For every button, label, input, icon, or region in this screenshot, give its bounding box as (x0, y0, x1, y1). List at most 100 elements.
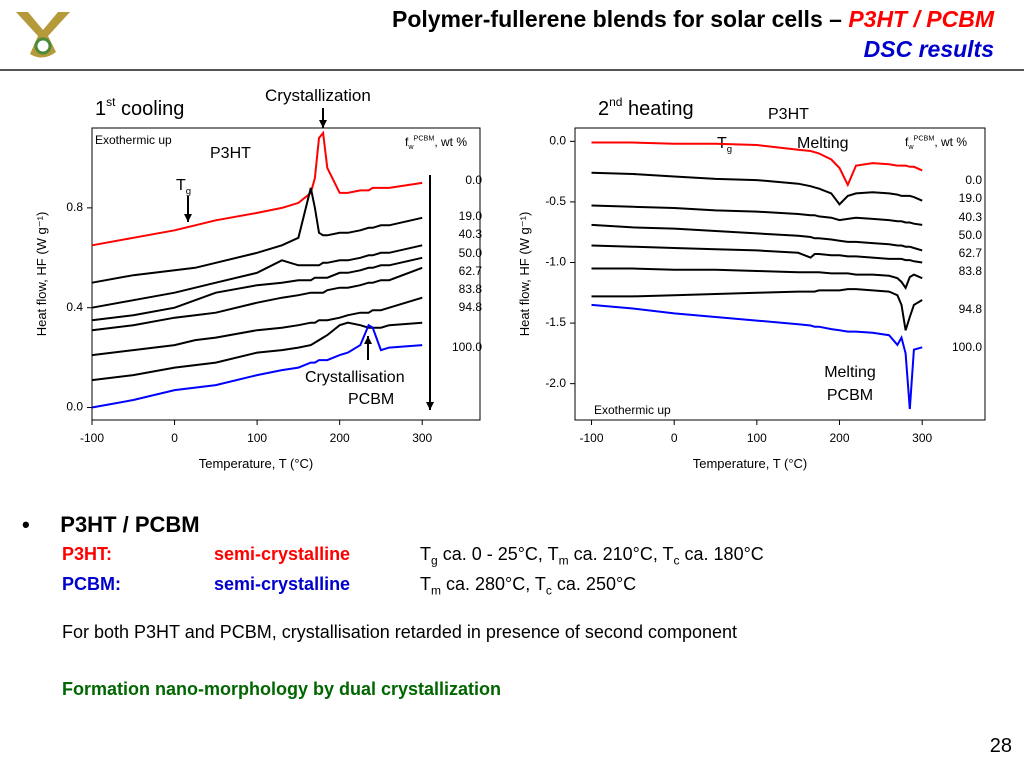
y-tick-label: 0.4 (66, 300, 83, 314)
logo-ring (34, 37, 52, 55)
x-tick-label: 0 (671, 431, 678, 445)
conclusion: Formation nano-morphology by dual crysta… (62, 679, 502, 699)
chart-title: 2nd heating (598, 95, 694, 120)
series-label: 83.8 (959, 264, 983, 278)
x-tick-label: 100 (247, 431, 267, 445)
y-tick-label: 0.0 (549, 133, 566, 147)
row-desc: Tm ca. 280°C, Tc ca. 250°C (420, 574, 636, 598)
x-tick-label: 300 (412, 431, 432, 445)
chart-title-main: 1 (95, 98, 106, 120)
chart-title-main: 2 (598, 98, 609, 120)
annotation: Exothermic up (594, 403, 671, 417)
annotation-main: PCBM (827, 387, 873, 404)
annotation-sub: g (727, 144, 732, 155)
x-tick-label: -100 (580, 431, 604, 445)
series-label: 40.3 (959, 210, 983, 224)
bullet: • P3HT / PCBM (22, 512, 200, 537)
series-label: 62.7 (459, 264, 483, 278)
series-line (591, 267, 923, 291)
legend-title: fwPCBM, wt % (405, 134, 467, 151)
desc-text: ca. 180°C (679, 544, 764, 564)
series-label: 0.0 (465, 173, 482, 187)
annotation: Exothermic up (95, 133, 172, 147)
y-tick-label: 0.0 (66, 400, 83, 414)
logo (8, 6, 78, 64)
legend-title-sub: w (907, 142, 914, 151)
plot-frame (574, 127, 986, 421)
arrow-head (184, 214, 192, 222)
desc-sub: c (545, 583, 552, 598)
legend-title-after: , wt % (934, 135, 967, 149)
legend-title-main: f (905, 135, 909, 149)
series-line (591, 141, 923, 188)
arrow-head (319, 120, 327, 128)
chart-title-after: heating (622, 98, 693, 120)
series-label: 19.0 (459, 209, 483, 223)
series-label: 50.0 (459, 246, 483, 260)
y-tick-label: 0.8 (66, 200, 83, 214)
annotation-sub: g (186, 186, 191, 197)
series-label: 94.8 (459, 300, 483, 314)
x-tick-label: 100 (747, 431, 767, 445)
desc-sub: m (558, 553, 569, 568)
series-line (91, 187, 423, 284)
title-highlight: P3HT / PCBM (848, 6, 994, 32)
row: PCBM: semi-crystalline Tm ca. 280°C, Tc ca… (62, 574, 1012, 604)
annotation: Tg (176, 177, 191, 197)
desc-text: T (420, 544, 431, 564)
plot-frame (91, 127, 481, 421)
chart-title-after: cooling (115, 98, 184, 120)
charts: -100 0 100 200 300 0.0 0.4 0.8 Temperature, T (°… (34, 86, 986, 471)
series-label: 0.0 (965, 173, 982, 187)
desc-sub: m (431, 583, 441, 598)
series-label: 19.0 (959, 191, 983, 205)
series-line (591, 171, 923, 206)
row-label: PCBM: (62, 574, 121, 594)
annotation: Crystallization (265, 86, 371, 105)
x-tick-label: 200 (330, 431, 350, 445)
annotation: P3HT (768, 106, 809, 123)
y-tick-label: -2.0 (545, 376, 566, 390)
series-line (591, 244, 923, 264)
x-tick-label: -100 (80, 431, 104, 445)
header-rule (0, 69, 1024, 71)
x-tick-label: 0 (171, 431, 178, 445)
y-axis-label: Heat flow, HF (W g⁻¹) (517, 212, 532, 337)
series-line (91, 130, 423, 247)
annotation: PCBM (827, 387, 873, 404)
legend-title-sup: PCBM (914, 134, 935, 143)
series-label: 83.8 (459, 282, 483, 296)
annotation-main: Exothermic up (594, 403, 671, 417)
annotation-main: Exothermic up (95, 133, 172, 147)
legend-title-sub: w (407, 142, 414, 151)
row-label: P3HT: (62, 544, 113, 564)
chart-title-sup: st (106, 95, 116, 109)
page-number: 28 (989, 735, 1012, 757)
row-type: semi-crystalline (214, 544, 351, 564)
row-type: semi-crystalline (214, 574, 351, 594)
series-line (591, 223, 923, 252)
legend-title: fwPCBM, wt % (905, 134, 967, 151)
series-label: 50.0 (959, 228, 983, 242)
series-line (91, 244, 423, 309)
x-tick-label: 200 (830, 431, 850, 445)
logo-shape (16, 12, 70, 58)
note: For both P3HT and PCBM, crystallisation … (62, 622, 738, 642)
legend-title-sup: PCBM (414, 134, 435, 143)
desc-text: ca. 210°C, T (568, 544, 674, 564)
chart-title: 1st cooling (95, 95, 184, 120)
annotation-main: Crystallization (265, 86, 371, 105)
series-label: 40.3 (459, 227, 483, 241)
series-line (91, 266, 423, 332)
y-tick-label: -1.0 (545, 255, 566, 269)
series-line (591, 288, 923, 331)
annotation: Melting (797, 135, 849, 152)
desc-text: ca. 0 - 25°C, T (437, 544, 559, 564)
annotation: PCBM (348, 391, 394, 408)
annotation-main: Melting (797, 135, 849, 152)
annotation-main: P3HT (768, 106, 809, 123)
desc-text: T (420, 574, 431, 594)
arrow-head (364, 336, 372, 344)
chart-title-sup: nd (609, 95, 622, 109)
